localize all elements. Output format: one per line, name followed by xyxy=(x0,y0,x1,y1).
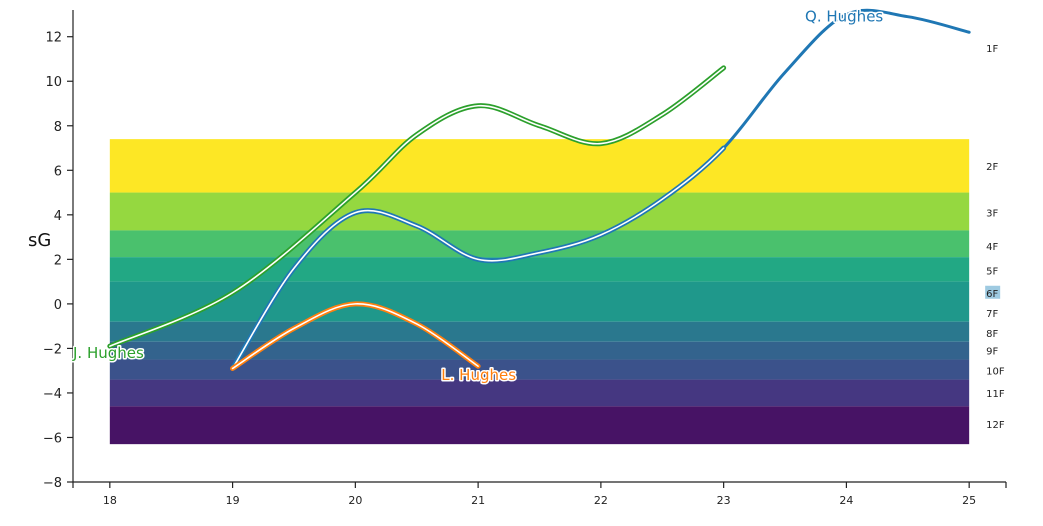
series-q-hughes xyxy=(230,8,971,371)
band-label-6f: 6F xyxy=(986,289,998,300)
band-label-5f: 5F xyxy=(986,266,998,277)
x-tick-label: 19 xyxy=(226,494,240,507)
band-label-4f: 4F xyxy=(986,242,998,253)
band-label-12f: 12F xyxy=(986,420,1005,431)
bands-layer: 1F 2F 3F 4F 5F 6F 7F 8F 9F 10F 11F 12F xyxy=(109,44,1005,445)
y-tick-label: 8 xyxy=(54,120,62,135)
y-tick-label: 0 xyxy=(54,298,62,313)
series-l-hughes xyxy=(230,301,481,371)
band-5f xyxy=(109,257,970,282)
series-label-j-hughes: J. Hughes xyxy=(72,344,144,362)
x-tick-label: 24 xyxy=(839,494,853,507)
series-label-halo: J. Hughes xyxy=(72,344,144,362)
y-tick-label: −4 xyxy=(43,387,62,402)
series-inner xyxy=(109,67,725,347)
series-label-halo: L. Hughes xyxy=(441,366,516,384)
y-tick-label: 4 xyxy=(54,209,62,224)
series-j-hughes xyxy=(107,65,727,349)
band-label-highlight xyxy=(985,285,1001,299)
band-11f xyxy=(109,379,970,407)
band-label-9f: 9F xyxy=(986,347,998,358)
x-tick-label: 21 xyxy=(471,494,485,507)
series-inner xyxy=(231,303,479,370)
band-8f xyxy=(109,321,970,342)
band-label-10f: 10F xyxy=(986,367,1005,378)
series-label-halo: Q. Hughes xyxy=(805,8,883,26)
band-3f xyxy=(109,192,970,231)
band-10f xyxy=(109,359,970,380)
y-tick-label: 6 xyxy=(54,164,62,179)
series-label-l-hughes: L. Hughes xyxy=(441,366,516,384)
band-9f xyxy=(109,341,970,360)
y-tick-label: 10 xyxy=(45,75,62,90)
series-label-q-hughes: Q. Hughes xyxy=(805,8,883,26)
y-axis-label: sG xyxy=(28,230,51,251)
x-tick-label: 20 xyxy=(348,494,362,507)
x-tick-label: 22 xyxy=(594,494,608,507)
y-tick-label: 2 xyxy=(54,253,62,268)
band-label-11f: 11F xyxy=(986,389,1005,400)
band-label-7f: 7F xyxy=(986,309,998,320)
band-12f xyxy=(109,406,970,445)
series-inner xyxy=(231,147,725,370)
band-label-1f: 1F xyxy=(986,44,998,55)
y-tick-label: 12 xyxy=(45,31,62,46)
y-tick-label: −2 xyxy=(43,342,62,357)
band-label-8f: 8F xyxy=(986,329,998,340)
x-tick-label: 25 xyxy=(962,494,976,507)
band-label-3f: 3F xyxy=(986,209,998,220)
band-6f xyxy=(109,281,970,322)
y-tick-label: −6 xyxy=(43,431,62,446)
band-label-2f: 2F xyxy=(986,162,998,173)
band-2f xyxy=(109,139,970,193)
x-tick-label: 18 xyxy=(103,494,117,507)
series-layer xyxy=(107,8,971,371)
y-tick-label: −8 xyxy=(43,476,62,491)
x-tick-label: 23 xyxy=(717,494,731,507)
